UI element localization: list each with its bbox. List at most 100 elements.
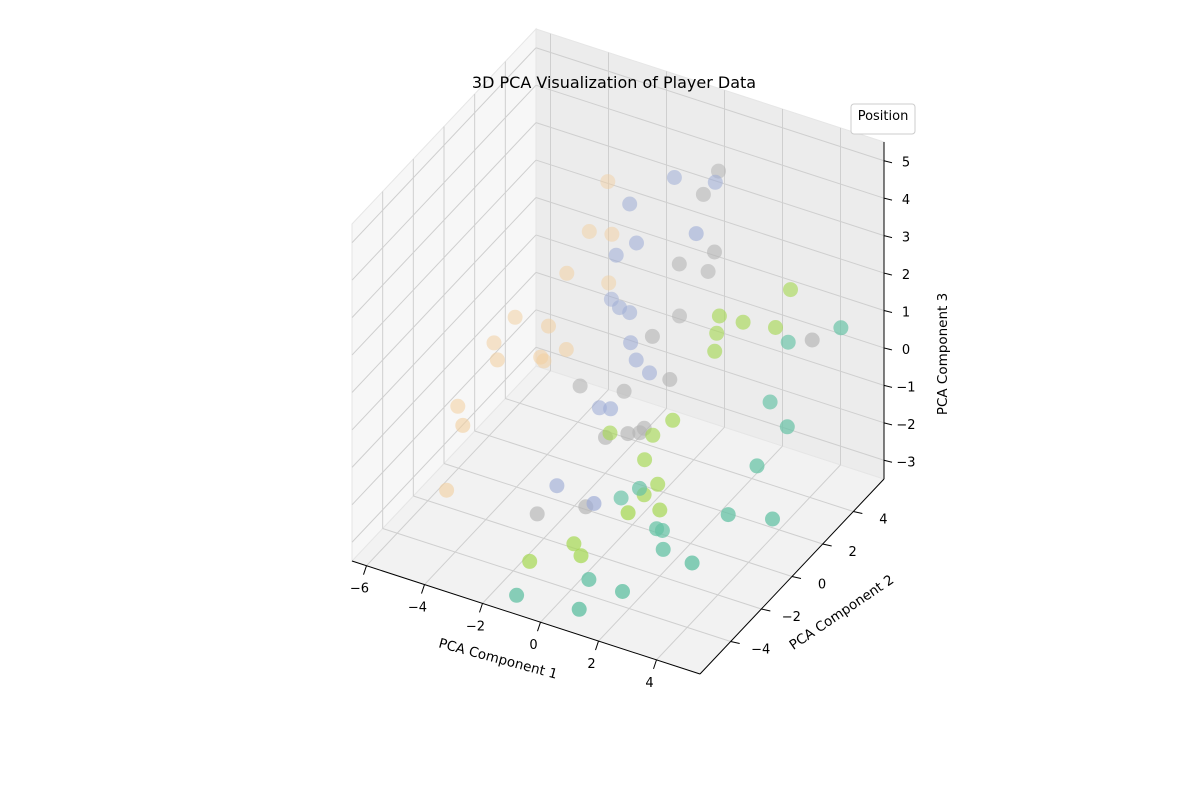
x-tick-label: −4 [408,601,427,616]
scatter-point-series-3 [768,320,783,335]
z-grid-back [535,159,885,274]
y-tick-label: 4 [879,513,887,528]
z-tick-label: −2 [896,418,915,433]
scatter-point-series-1 [608,247,624,263]
scatter-point-series-0 [581,224,597,239]
y-grid-floor [443,463,793,577]
scatter-point-series-0 [439,482,455,498]
scatter-point-series-1 [623,335,639,351]
scatter-point-series-1 [666,170,682,185]
z-grid-back [535,309,885,424]
y-axis-label: PCA Component 2 [787,572,897,654]
legend-box [850,103,916,135]
scatter-point-series-3 [522,553,538,569]
x-tick-mark [363,565,367,575]
scatter-point-series-2 [695,186,711,202]
scatter-point-series-1 [591,400,607,416]
scatter-point-series-4 [684,555,700,571]
scatter-point-series-0 [558,342,574,357]
scatter-point-series-1 [622,305,638,321]
z-tick-mark [883,422,893,426]
x-tick-label: 0 [529,638,537,653]
chart-title: 3D PCA Visualization of Player Data [472,73,756,92]
scatter-point-series-0 [455,417,471,433]
scatter-point-series-1 [603,401,619,417]
x-tick-mark [653,659,657,670]
scatter-point-series-3 [566,536,582,552]
scatter-point-series-4 [613,490,629,506]
scatter-point-series-2 [529,506,545,522]
x-tick-label: 2 [587,657,595,672]
y-tick-label: 0 [818,578,826,593]
scatter-point-series-1 [549,478,565,494]
scatter-point-series-2 [804,332,820,348]
z-tick-mark [883,347,893,351]
legend-title: Position [858,109,909,124]
scatter-point-series-4 [654,523,670,538]
z-tick-label: −1 [896,380,915,395]
z-tick-label: 2 [902,268,910,283]
y-tick-mark [822,543,832,547]
scatter-point-series-3 [707,343,723,359]
z-grid-left [351,346,537,543]
scatter-point-series-1 [586,496,602,511]
scatter-point-series-2 [707,244,722,260]
scatter-point-series-2 [671,256,687,272]
z-tick-label: 1 [902,306,910,321]
z-grid-back [535,234,885,349]
z-tick-mark [883,384,893,388]
scatter-point-series-0 [559,265,575,281]
x-axis-line [351,560,701,675]
z-grid-left [351,84,537,281]
scatter-point-series-1 [688,226,704,242]
z-grid-back [535,84,885,199]
scatter-point-series-4 [632,480,647,496]
scatter-point-series-2 [700,264,716,279]
scatter-point-series-3 [709,325,725,341]
scatter-point-series-1 [707,174,723,190]
z-tick-mark [883,160,893,164]
z-grid-left [351,122,537,318]
z-tick-label: 3 [902,231,910,246]
scatter-points [439,163,849,617]
scatter-point-series-4 [779,419,795,435]
scatter-point-series-4 [509,587,525,603]
scatter-point-series-2 [616,383,632,399]
z-grid-left [351,197,537,393]
scatter-point-series-3 [665,412,681,428]
y-grid-floor [474,430,823,545]
x-tick-label: −2 [466,619,485,634]
scatter-point-series-0 [450,398,466,414]
z-tick-mark [883,310,893,313]
scatter-point-series-2 [672,308,687,324]
scatter-point-series-2 [644,328,660,344]
scatter-point-series-0 [604,226,620,242]
x-tick-mark [595,640,599,651]
z-tick-label: 0 [902,343,910,358]
scatter-point-series-0 [507,309,523,325]
scatter-point-series-4 [571,601,587,617]
z-tick-mark [883,197,893,201]
z-grid-back [535,346,885,461]
y-tick-mark [791,576,802,579]
scatter-point-series-3 [637,452,653,468]
scatter-point-series-0 [601,275,617,291]
y-grid-floor [382,528,731,642]
scatter-point-series-1 [642,365,657,381]
scatter-point-series-4 [749,458,765,474]
y-tick-label: −2 [782,610,801,625]
y-tick-mark [730,641,740,644]
x-tick-mark [537,622,541,632]
scatter-point-series-4 [581,572,597,587]
x-axis-label: PCA Component 1 [437,636,559,683]
z-grid-left [351,47,537,244]
scatter-point-series-0 [541,318,556,334]
scatter-point-series-4 [655,541,671,557]
z-grid-left [351,159,537,356]
scatter-point-series-4 [720,507,736,523]
scatter-point-series-0 [533,349,549,365]
scatter-point-series-0 [600,174,616,190]
y-tick-label: −4 [751,643,770,658]
scatter-point-series-1 [622,196,638,212]
